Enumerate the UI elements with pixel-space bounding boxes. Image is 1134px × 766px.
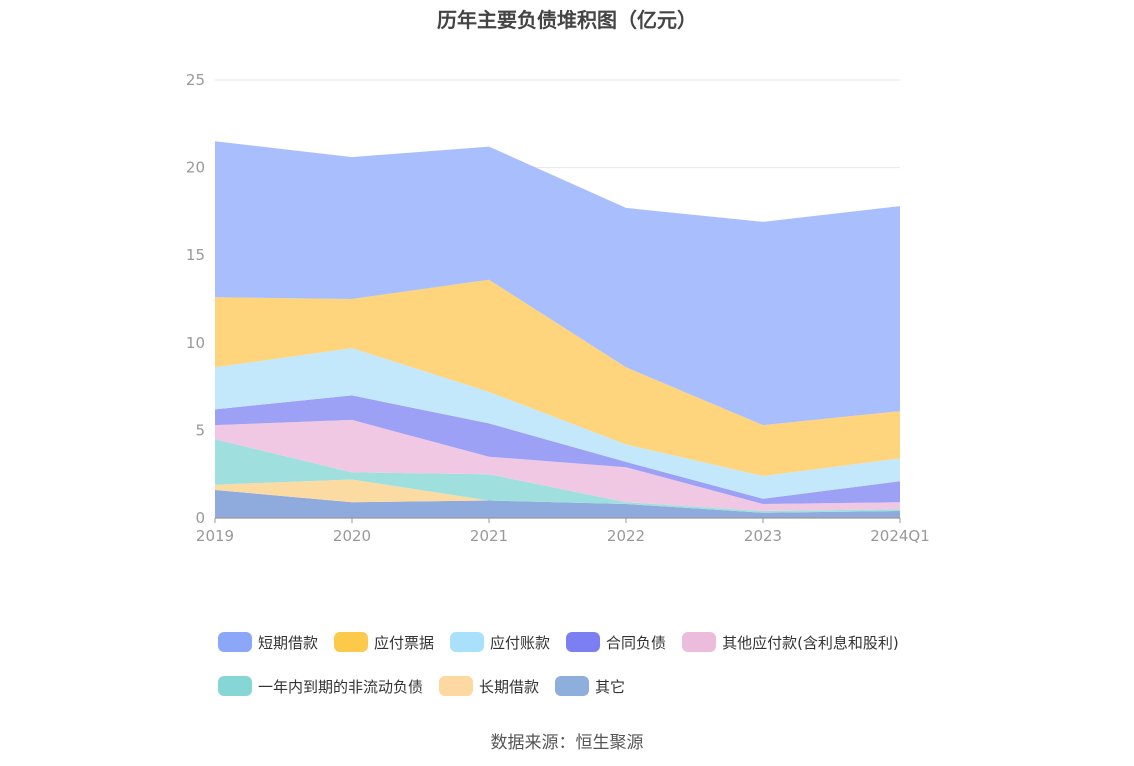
y-tick-label: 20 [186,159,205,177]
area-series-5 [215,348,900,499]
y-tick-label: 5 [195,421,205,439]
legend-label: 长期借款 [479,677,540,696]
legend: 短期借款 应付票据 应付账款 合同负债 其他应付款(含利息和股利) 一年内到期的非流动负债… [218,630,978,698]
legend-item[interactable]: 长期借款 [439,674,539,698]
legend-item[interactable]: 其它 [555,674,625,698]
legend-item[interactable]: 应付票据 [334,630,434,654]
y-tick-label: 0 [195,509,205,527]
area-series-2 [215,439,900,513]
legend-label: 其他应付款(含利息和股利) [722,633,899,652]
x-tick-label: 2021 [470,527,508,545]
legend-swatch [218,676,252,696]
y-tick-label: 15 [186,246,205,264]
x-tick-label: 2019 [196,527,234,545]
area-series-0 [215,490,900,518]
legend-label: 一年内到期的非流动负债 [258,677,424,696]
legend-item[interactable]: 合同负债 [566,630,666,654]
stacked-area-chart: 0 5 10 15 20 25 2019 2020 2021 2022 2023 2024Q1 [186,71,930,545]
legend-swatch [439,676,474,696]
chart-title: 历年主要负债堆积图（亿元） [437,8,697,32]
legend-swatch [682,632,717,652]
legend-item[interactable]: 其他应付款(含利息和股利) [682,630,899,654]
area-series-1 [215,479,900,513]
legend-swatch [450,632,485,652]
y-tick-label: 10 [186,334,205,352]
legend-swatch [334,632,369,652]
legend-label: 合同负债 [606,633,667,652]
legend-label: 其它 [595,677,626,696]
legend-swatch [555,676,590,696]
legend-item[interactable]: 短期借款 [218,630,318,654]
legend-label: 应付票据 [374,633,435,652]
legend-swatch [218,632,252,652]
legend-swatch [566,632,601,652]
legend-item[interactable]: 一年内到期的非流动负债 [218,674,423,698]
x-tick-label: 2020 [333,527,371,545]
legend-label: 短期借款 [258,633,319,652]
x-tick-label: 2023 [744,527,782,545]
x-tick-label: 2022 [607,527,645,545]
y-tick-label: 25 [186,71,205,89]
area-series-4 [215,395,900,504]
series-areas [215,141,900,518]
x-tick-label: 2024Q1 [870,527,930,545]
legend-item[interactable]: 应付账款 [450,630,550,654]
legend-label: 应付账款 [490,633,551,652]
area-series-3 [215,419,900,511]
data-source: 数据来源：恒生聚源 [490,733,644,753]
area-series-6 [215,279,900,476]
area-series-7 [215,141,900,426]
axes: 2019 2020 2021 2022 2023 2024Q1 [196,517,930,545]
